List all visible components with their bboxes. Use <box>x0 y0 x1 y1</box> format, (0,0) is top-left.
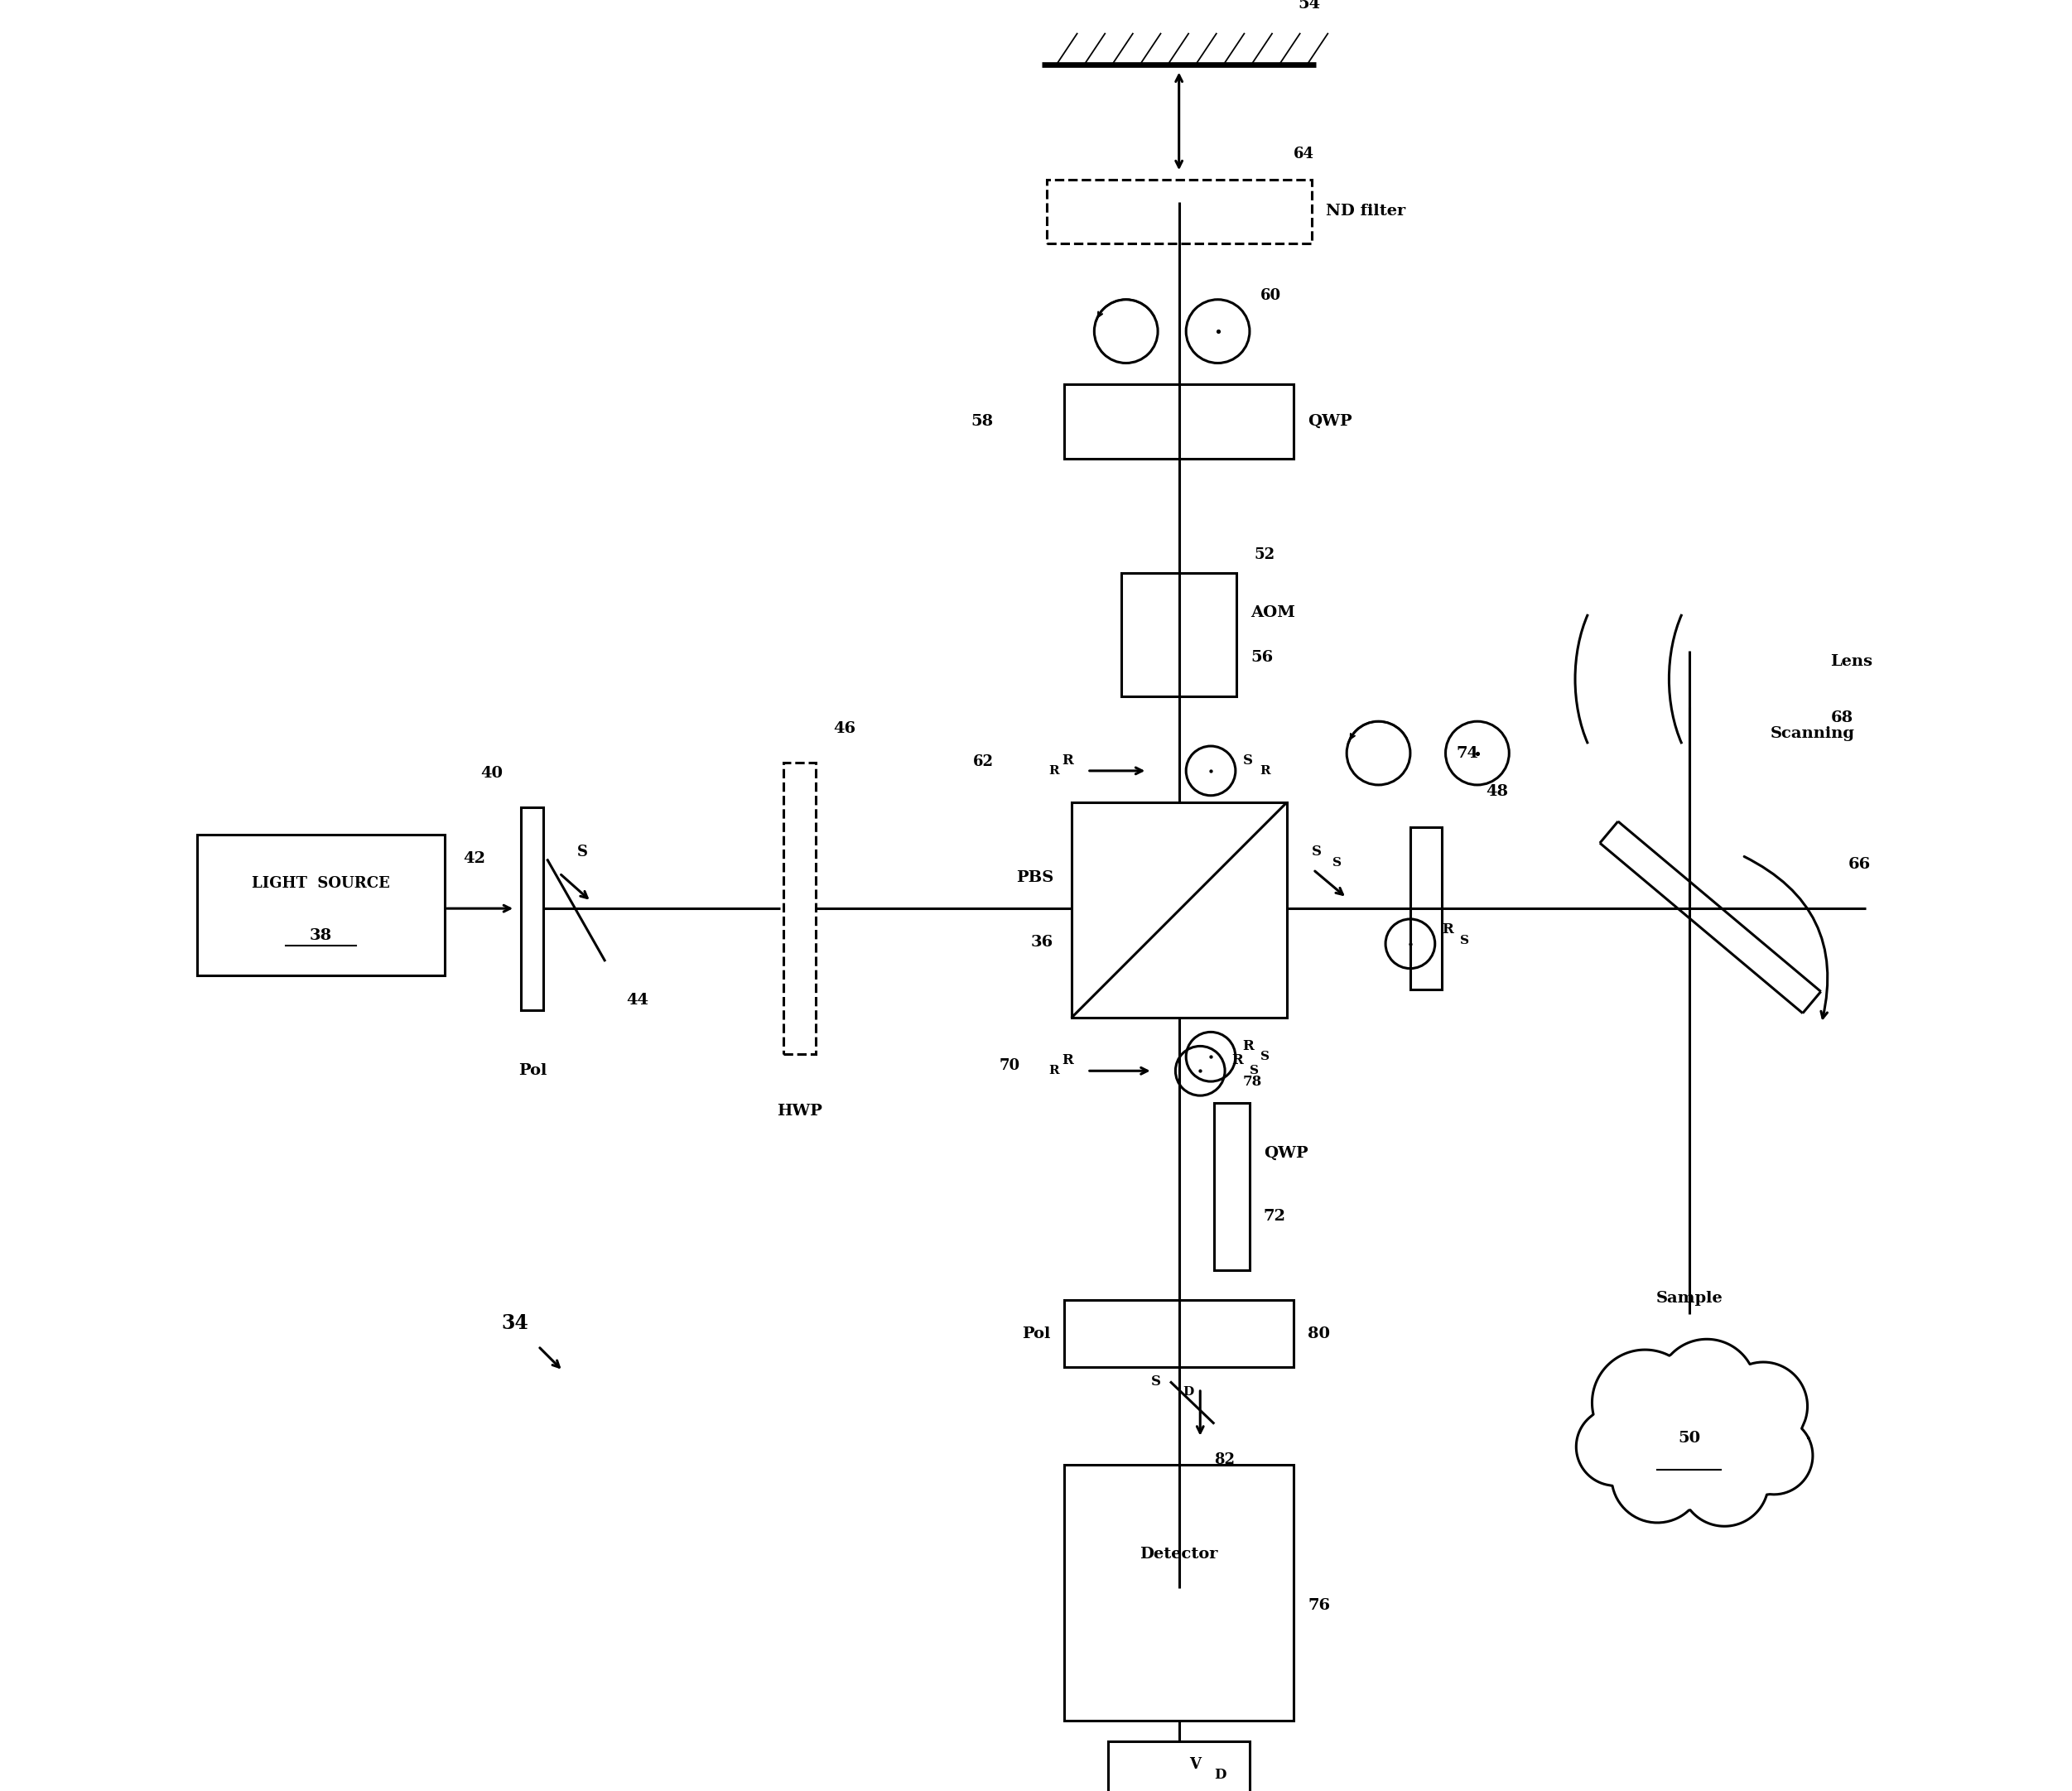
Text: R: R <box>1243 1039 1254 1053</box>
Text: Detector: Detector <box>1140 1547 1218 1562</box>
Text: R: R <box>1442 922 1452 937</box>
Text: 48: 48 <box>1486 784 1508 799</box>
Text: Sample: Sample <box>1656 1291 1722 1306</box>
Text: QWP: QWP <box>1264 1146 1307 1161</box>
Text: R: R <box>1260 765 1270 777</box>
Text: S: S <box>1243 754 1251 767</box>
Text: 38: 38 <box>311 928 332 944</box>
Text: 44: 44 <box>626 994 649 1008</box>
Text: S: S <box>1459 935 1469 946</box>
Text: S: S <box>1260 1051 1270 1062</box>
Text: 76: 76 <box>1307 1598 1330 1612</box>
Text: S: S <box>1312 845 1322 860</box>
Text: 34: 34 <box>501 1313 528 1333</box>
Text: 46: 46 <box>833 722 856 736</box>
Text: 78: 78 <box>1243 1075 1262 1089</box>
Text: D: D <box>1183 1386 1193 1399</box>
Text: R: R <box>1061 1053 1073 1067</box>
Text: 82: 82 <box>1214 1453 1235 1467</box>
Text: R: R <box>1233 1053 1243 1067</box>
Text: 52: 52 <box>1254 548 1274 562</box>
Text: 66: 66 <box>1848 856 1871 872</box>
Text: 80: 80 <box>1307 1327 1330 1341</box>
Text: 70: 70 <box>999 1058 1019 1073</box>
Text: D: D <box>1214 1768 1227 1782</box>
Text: R: R <box>1061 754 1073 767</box>
Text: R: R <box>1048 1066 1059 1076</box>
Text: Lens: Lens <box>1830 654 1873 668</box>
Text: R: R <box>1048 765 1059 777</box>
Text: QWP: QWP <box>1307 414 1353 428</box>
Text: HWP: HWP <box>777 1103 823 1118</box>
Text: 50: 50 <box>1678 1431 1701 1445</box>
Text: 36: 36 <box>1032 935 1055 949</box>
Text: LIGHT  SOURCE: LIGHT SOURCE <box>253 876 390 892</box>
Text: S: S <box>576 845 588 860</box>
Text: S: S <box>1249 1066 1258 1076</box>
Text: Pol: Pol <box>1021 1327 1051 1341</box>
Text: 56: 56 <box>1251 650 1272 664</box>
Text: 74: 74 <box>1457 745 1479 761</box>
Text: S: S <box>1332 856 1343 869</box>
Text: PBS: PBS <box>1015 870 1055 885</box>
Text: AOM: AOM <box>1251 605 1295 620</box>
Text: 42: 42 <box>464 851 485 867</box>
Text: 64: 64 <box>1293 147 1314 161</box>
Text: ND filter: ND filter <box>1326 204 1405 219</box>
Text: 60: 60 <box>1260 288 1280 303</box>
Text: 72: 72 <box>1264 1209 1287 1223</box>
Text: Scanning: Scanning <box>1769 725 1854 741</box>
Text: Pol: Pol <box>518 1062 547 1078</box>
Text: 68: 68 <box>1830 711 1852 725</box>
Text: 58: 58 <box>972 414 995 428</box>
Text: 54: 54 <box>1299 0 1320 13</box>
Text: 62: 62 <box>974 754 995 770</box>
Text: V: V <box>1189 1757 1202 1771</box>
Text: S: S <box>1152 1374 1160 1388</box>
Text: 40: 40 <box>481 765 503 781</box>
